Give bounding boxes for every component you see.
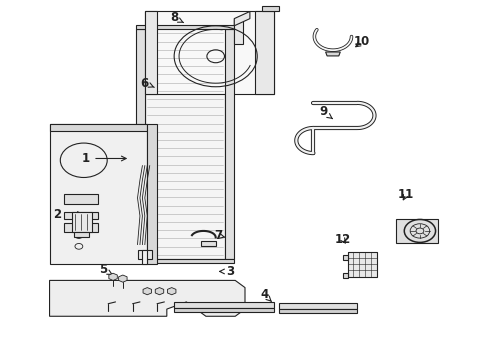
Text: 7: 7 bbox=[214, 229, 225, 242]
Polygon shape bbox=[145, 12, 157, 94]
Polygon shape bbox=[64, 194, 98, 204]
Polygon shape bbox=[147, 125, 157, 264]
Polygon shape bbox=[343, 273, 347, 278]
Polygon shape bbox=[279, 309, 357, 313]
Polygon shape bbox=[49, 125, 147, 264]
Polygon shape bbox=[64, 212, 98, 219]
Polygon shape bbox=[174, 302, 274, 309]
Polygon shape bbox=[145, 30, 225, 259]
Polygon shape bbox=[138, 250, 152, 259]
Text: 12: 12 bbox=[335, 233, 351, 246]
Polygon shape bbox=[145, 12, 274, 94]
Polygon shape bbox=[234, 19, 243, 44]
Polygon shape bbox=[49, 125, 147, 131]
Polygon shape bbox=[136, 259, 234, 263]
Text: 4: 4 bbox=[260, 288, 271, 302]
Polygon shape bbox=[279, 303, 357, 309]
Text: 6: 6 bbox=[141, 77, 154, 90]
Text: 2: 2 bbox=[53, 208, 82, 221]
Polygon shape bbox=[74, 232, 89, 237]
Text: 10: 10 bbox=[354, 35, 370, 49]
Polygon shape bbox=[64, 223, 98, 232]
Polygon shape bbox=[255, 12, 274, 94]
Polygon shape bbox=[174, 309, 274, 312]
Polygon shape bbox=[262, 6, 279, 12]
Polygon shape bbox=[72, 212, 92, 232]
Polygon shape bbox=[201, 241, 216, 246]
Text: 5: 5 bbox=[99, 263, 113, 276]
Text: 8: 8 bbox=[170, 12, 184, 24]
Text: 11: 11 bbox=[398, 188, 415, 201]
Text: 3: 3 bbox=[220, 265, 234, 278]
Polygon shape bbox=[396, 220, 438, 243]
Polygon shape bbox=[136, 30, 145, 259]
Polygon shape bbox=[136, 25, 234, 30]
Polygon shape bbox=[49, 280, 245, 316]
Polygon shape bbox=[234, 12, 250, 26]
Text: 1: 1 bbox=[82, 152, 126, 165]
Text: 9: 9 bbox=[319, 105, 332, 119]
Polygon shape bbox=[326, 52, 340, 56]
Polygon shape bbox=[347, 252, 377, 277]
Polygon shape bbox=[343, 255, 347, 260]
Polygon shape bbox=[225, 30, 234, 259]
Polygon shape bbox=[143, 250, 147, 264]
